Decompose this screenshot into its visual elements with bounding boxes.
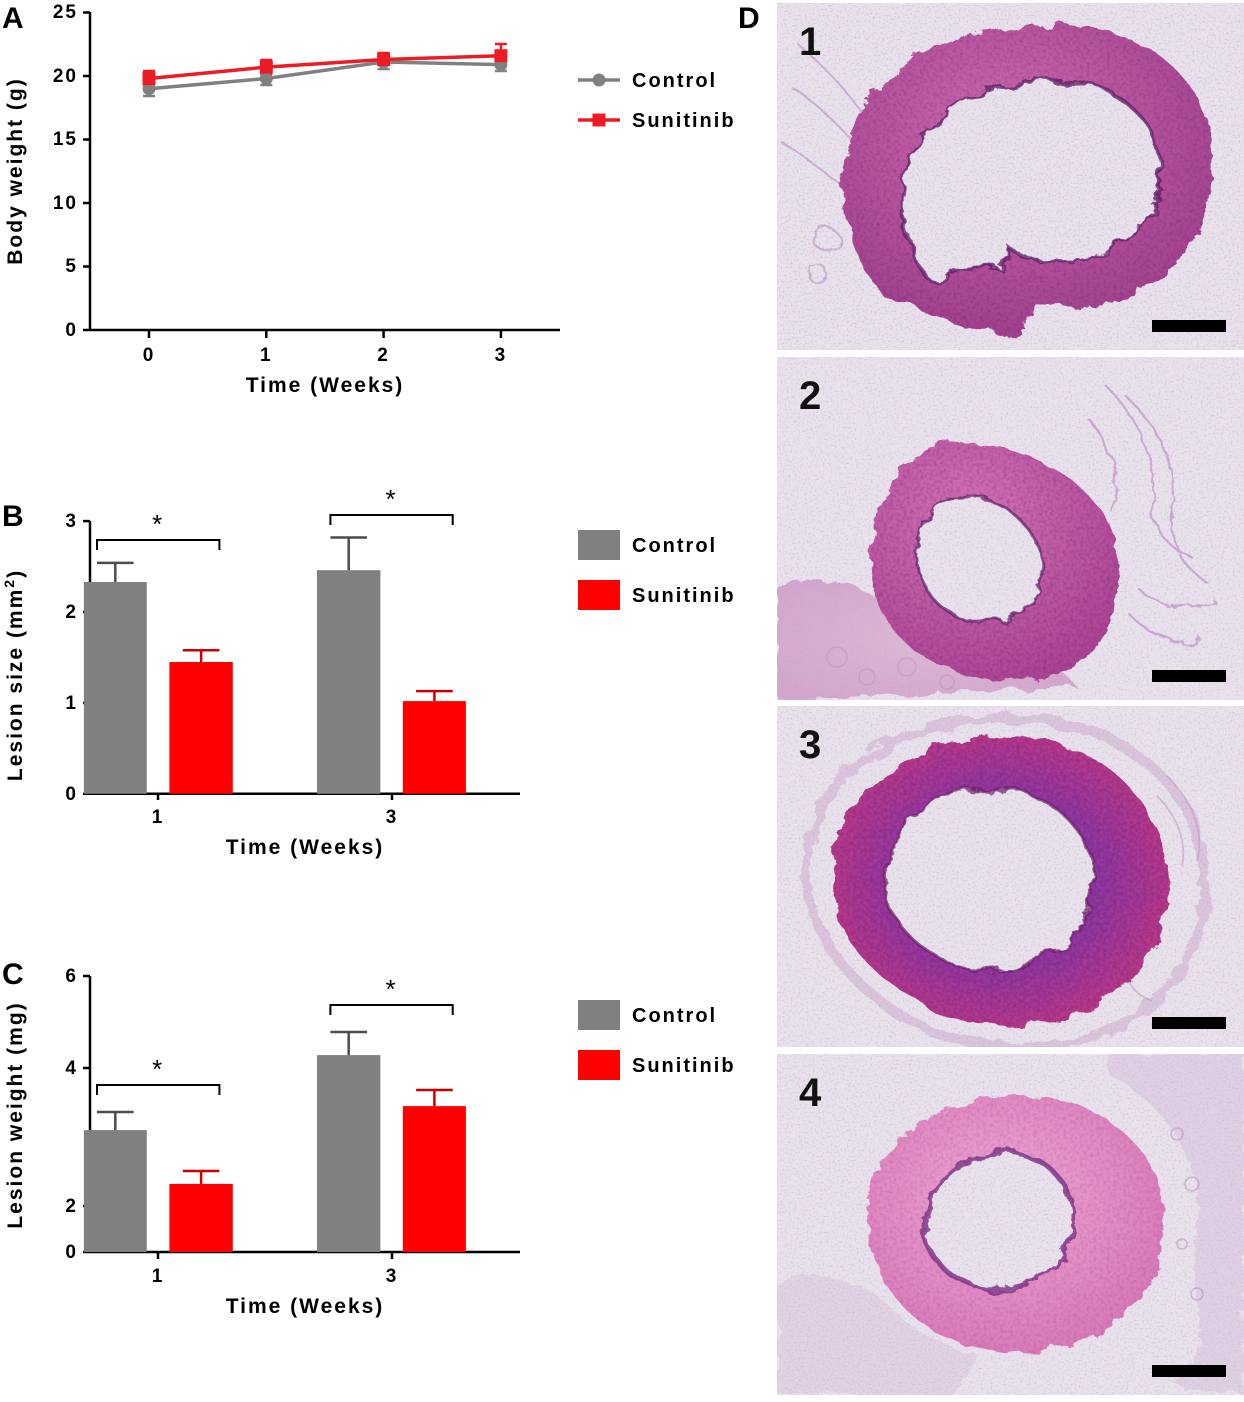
svg-text:15: 15 (53, 129, 78, 150)
svg-text:Time (Weeks): Time (Weeks) (226, 836, 385, 859)
svg-text:0: 0 (65, 1242, 78, 1263)
svg-text:Control: Control (632, 1005, 717, 1027)
svg-text:2: 2 (799, 374, 823, 418)
svg-text:0: 0 (65, 784, 78, 805)
svg-text:0: 0 (143, 345, 156, 366)
svg-text:Lesion size (mm2): Lesion size (mm2) (1, 569, 27, 781)
svg-text:25: 25 (53, 2, 78, 23)
svg-text:Sunitinib: Sunitinib (632, 585, 736, 607)
svg-text:Time (Weeks): Time (Weeks) (226, 1295, 385, 1318)
svg-text:0: 0 (65, 320, 78, 341)
svg-text:1: 1 (152, 807, 165, 828)
svg-text:4: 4 (65, 1058, 78, 1079)
svg-text:*: * (385, 484, 397, 514)
svg-text:10: 10 (53, 193, 78, 214)
svg-text:Sunitinib: Sunitinib (632, 1055, 736, 1077)
svg-text:Body weight (g): Body weight (g) (4, 77, 27, 264)
svg-text:3: 3 (386, 807, 399, 828)
svg-text:20: 20 (53, 66, 78, 87)
svg-text:2: 2 (377, 345, 390, 366)
svg-text:2: 2 (65, 602, 78, 623)
svg-text:2: 2 (65, 1196, 78, 1217)
svg-text:1: 1 (260, 345, 273, 366)
svg-text:6: 6 (65, 966, 78, 987)
svg-text:Sunitinib: Sunitinib (632, 110, 736, 132)
svg-text:5: 5 (65, 256, 78, 277)
svg-text:Control: Control (632, 70, 717, 92)
svg-text:1: 1 (152, 1266, 165, 1287)
svg-text:3: 3 (799, 723, 823, 767)
svg-text:*: * (152, 509, 164, 539)
svg-text:4: 4 (799, 1071, 823, 1115)
svg-text:3: 3 (386, 1266, 399, 1287)
svg-text:*: * (385, 974, 397, 1004)
svg-text:3: 3 (495, 345, 508, 366)
svg-text:Control: Control (632, 535, 717, 557)
svg-text:1: 1 (65, 693, 78, 714)
svg-text:*: * (152, 1054, 164, 1084)
svg-text:Lesion weight (mg): Lesion weight (mg) (4, 1001, 27, 1228)
svg-text:Time (Weeks): Time (Weeks) (246, 374, 405, 397)
svg-text:1: 1 (799, 20, 823, 64)
svg-text:3: 3 (65, 511, 78, 532)
